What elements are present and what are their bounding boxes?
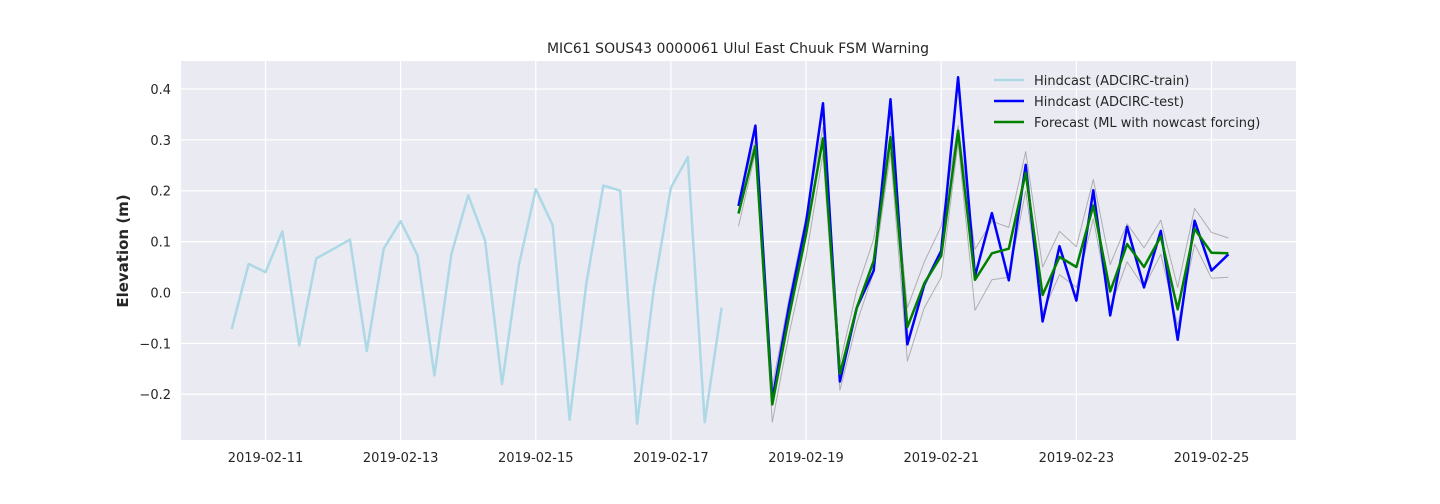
x-tick-label: 2019-02-25	[1174, 451, 1250, 466]
x-tick-label: 2019-02-11	[228, 451, 304, 466]
plot-area	[181, 61, 1296, 440]
y-axis-label: Elevation (m)	[114, 194, 132, 307]
y-tick-label: 0.2	[150, 185, 171, 200]
y-tick-label: 0.0	[150, 286, 171, 301]
y-tick-label: 0.4	[150, 83, 171, 98]
x-tick-label: 2019-02-21	[903, 451, 979, 466]
series-line	[230, 155, 723, 425]
band-line	[738, 125, 1229, 388]
series-line	[737, 129, 1229, 406]
y-axis-ticks: −0.2 −0.1 0.0 0.1 0.2 0.3 0.4	[139, 83, 171, 403]
y-tick-label: 0.1	[150, 236, 171, 251]
chart-title: MIC61 SOUS43 0000061 Ulul East Chuuk FSM…	[547, 41, 929, 57]
x-tick-label: 2019-02-15	[498, 451, 574, 466]
legend-label: Forecast (ML with nowcast forcing)	[1034, 116, 1260, 131]
legend-label: Hindcast (ADCIRC-test)	[1034, 95, 1184, 110]
series-lines	[230, 76, 1230, 425]
y-tick-label: −0.1	[139, 337, 171, 352]
legend: Hindcast (ADCIRC-train) Hindcast (ADCIRC-…	[994, 74, 1260, 131]
x-tick-label: 2019-02-13	[363, 451, 439, 466]
y-tick-label: 0.3	[150, 134, 171, 149]
y-tick-label: −0.2	[139, 388, 171, 403]
legend-label: Hindcast (ADCIRC-train)	[1034, 74, 1189, 89]
x-tick-label: 2019-02-23	[1039, 451, 1115, 466]
series-line	[737, 76, 1230, 401]
x-axis-ticks: 2019-02-11 2019-02-13 2019-02-15 2019-02-17…	[228, 451, 1250, 466]
x-tick-label: 2019-02-19	[768, 451, 844, 466]
x-tick-label: 2019-02-17	[633, 451, 709, 466]
